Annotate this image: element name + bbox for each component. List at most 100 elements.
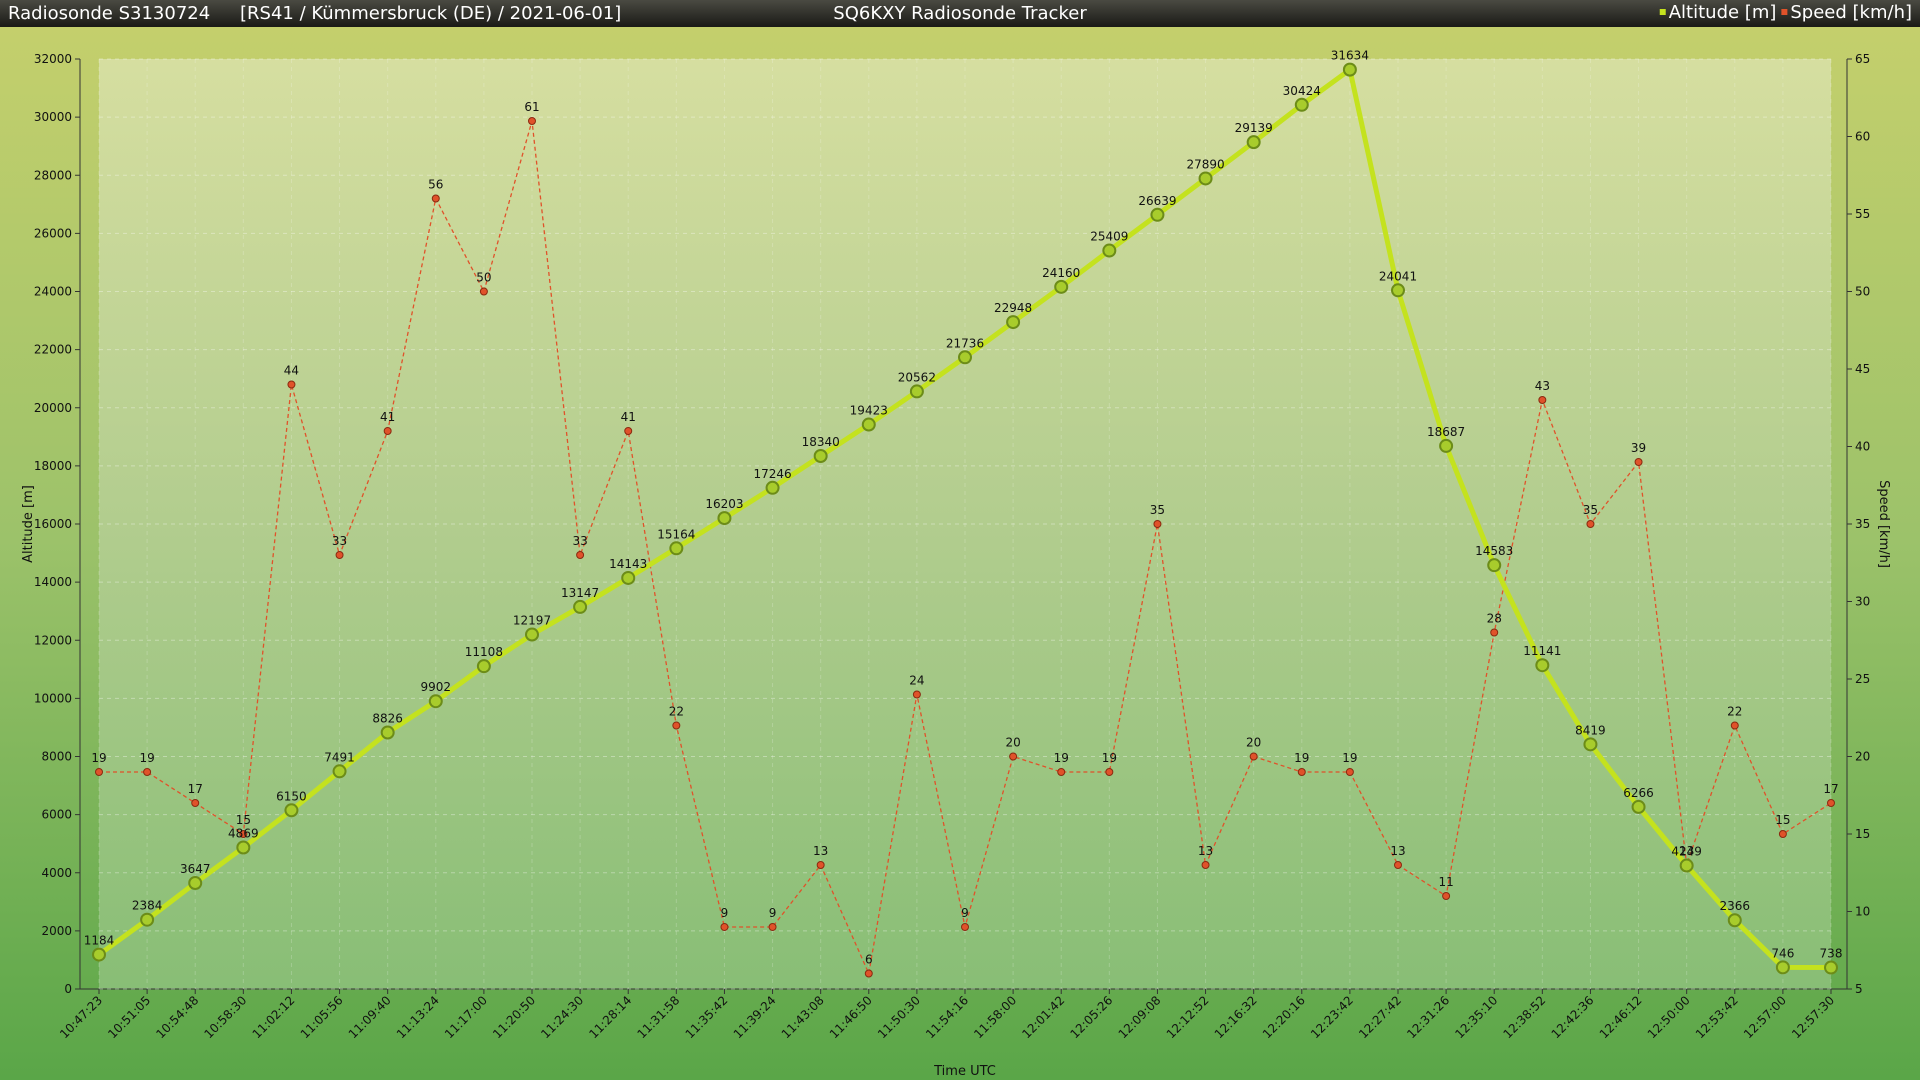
speed-label: 11: [1438, 875, 1453, 889]
y-tick-label: 10000: [34, 691, 72, 705]
y-tick-label: 22000: [34, 343, 72, 357]
speed-point: [961, 923, 969, 931]
altitude-point: [476, 659, 491, 674]
altitude-point: [813, 448, 828, 463]
altitude-label: 2366: [1720, 899, 1751, 913]
altitude-label: 17246: [753, 467, 791, 481]
speed-label: 13: [1390, 844, 1405, 858]
altitude-point: [1342, 62, 1357, 77]
speed-label: 24: [909, 674, 924, 688]
altitude-point: [669, 541, 684, 556]
speed-point: [143, 768, 152, 776]
speed-point: [1249, 752, 1258, 761]
speed-label: 43: [1535, 379, 1550, 393]
speed-label: 9: [721, 906, 729, 920]
chart-title: SQ6KXY Radiosonde Tracker: [833, 3, 1087, 24]
sonde-id: Radiosonde S3130724: [8, 3, 210, 24]
altitude-label: 14583: [1475, 544, 1513, 558]
altitude-point: [236, 840, 251, 855]
altitude-label: 19423: [850, 404, 888, 418]
speed-label: 17: [1823, 782, 1838, 796]
speed-point: [528, 117, 536, 125]
speed-label: 13: [1679, 844, 1694, 858]
x-axis-title: Time UTC: [933, 1064, 996, 1079]
y2-tick-label: 45: [1855, 362, 1870, 376]
legend-label: Altitude [m]: [1669, 2, 1777, 23]
speed-label: 50: [476, 271, 491, 285]
altitude-point: [188, 876, 203, 891]
y-tick-label: 12000: [34, 633, 72, 647]
speed-point: [768, 923, 777, 931]
speed-point: [95, 768, 103, 776]
speed-point: [1057, 768, 1066, 776]
altitude-point: [428, 694, 443, 709]
altitude-point: [958, 350, 972, 365]
y-tick-label: 24000: [34, 285, 72, 299]
altitude-point: [1391, 283, 1405, 298]
altitude-label: 16203: [705, 497, 743, 511]
speed-label: 22: [669, 705, 684, 719]
y2-tick-label: 10: [1855, 905, 1870, 919]
altitude-point: [1631, 799, 1646, 814]
y-tick-label: 18000: [34, 459, 72, 473]
speed-label: 19: [1342, 751, 1357, 765]
speed-label: 22: [1727, 705, 1742, 719]
y-tick-label: 0: [64, 982, 72, 996]
y-tick-label: 4000: [41, 866, 72, 880]
altitude-label: 13147: [561, 586, 599, 600]
speed-label: 41: [380, 410, 395, 424]
speed-point: [479, 287, 488, 296]
speed-label: 19: [1054, 751, 1069, 765]
y2-tick-label: 50: [1855, 285, 1870, 299]
flight-info: [RS41 / Kümmersbruck (DE) / 2021-06-01]: [240, 3, 621, 24]
altitude-label: 9902: [421, 680, 452, 694]
y2-tick-label: 25: [1855, 672, 1870, 686]
altitude-point: [284, 803, 299, 818]
altitude-label: 18340: [802, 435, 840, 449]
altitude-label: 2384: [132, 899, 163, 913]
altitude-point: [1246, 135, 1261, 150]
speed-point: [431, 194, 440, 203]
altitude-point: [1535, 658, 1550, 673]
y2-tick-label: 5: [1855, 982, 1863, 996]
y2-axis-title: Speed [km/h]: [1876, 480, 1891, 568]
y2-tick-label: 30: [1855, 595, 1870, 609]
speed-point: [383, 427, 392, 435]
speed-point: [624, 427, 633, 435]
altitude-label: 30424: [1283, 84, 1321, 98]
speed-point: [287, 380, 296, 389]
altitude-label: 31634: [1331, 49, 1369, 63]
altitude-point: [92, 947, 106, 962]
y2-tick-label: 65: [1855, 52, 1870, 66]
speed-label: 17: [188, 782, 203, 796]
altitude-label: 8826: [372, 711, 403, 725]
altitude-point: [140, 912, 155, 927]
altitude-label: 18687: [1427, 425, 1465, 439]
speed-point: [816, 861, 825, 869]
speed-label: 15: [236, 813, 251, 827]
speed-point: [1345, 768, 1354, 776]
speed-point: [1778, 830, 1787, 838]
speed-point: [1538, 396, 1547, 404]
altitude-label: 29139: [1235, 121, 1273, 135]
y2-tick-label: 15: [1855, 827, 1870, 841]
altitude-label: 746: [1771, 946, 1794, 960]
altitude-point: [1006, 315, 1021, 330]
speed-point: [1394, 861, 1402, 869]
y-tick-label: 26000: [34, 226, 72, 240]
y-tick-label: 20000: [34, 401, 72, 415]
legend-swatch: [1659, 9, 1666, 15]
altitude-point: [1824, 960, 1838, 975]
speed-point: [576, 551, 585, 559]
altitude-point: [1102, 243, 1117, 258]
altitude-label: 4869: [228, 826, 259, 840]
altitude-label: 26639: [1138, 194, 1176, 208]
y-tick-label: 6000: [41, 808, 72, 822]
legend-swatch: [1781, 9, 1788, 15]
altitude-point: [621, 570, 636, 585]
altitude-point: [1775, 960, 1790, 975]
y-axis-title: Altitude [m]: [21, 485, 36, 563]
y-tick-label: 30000: [34, 110, 72, 124]
altitude-label: 22948: [994, 301, 1032, 315]
